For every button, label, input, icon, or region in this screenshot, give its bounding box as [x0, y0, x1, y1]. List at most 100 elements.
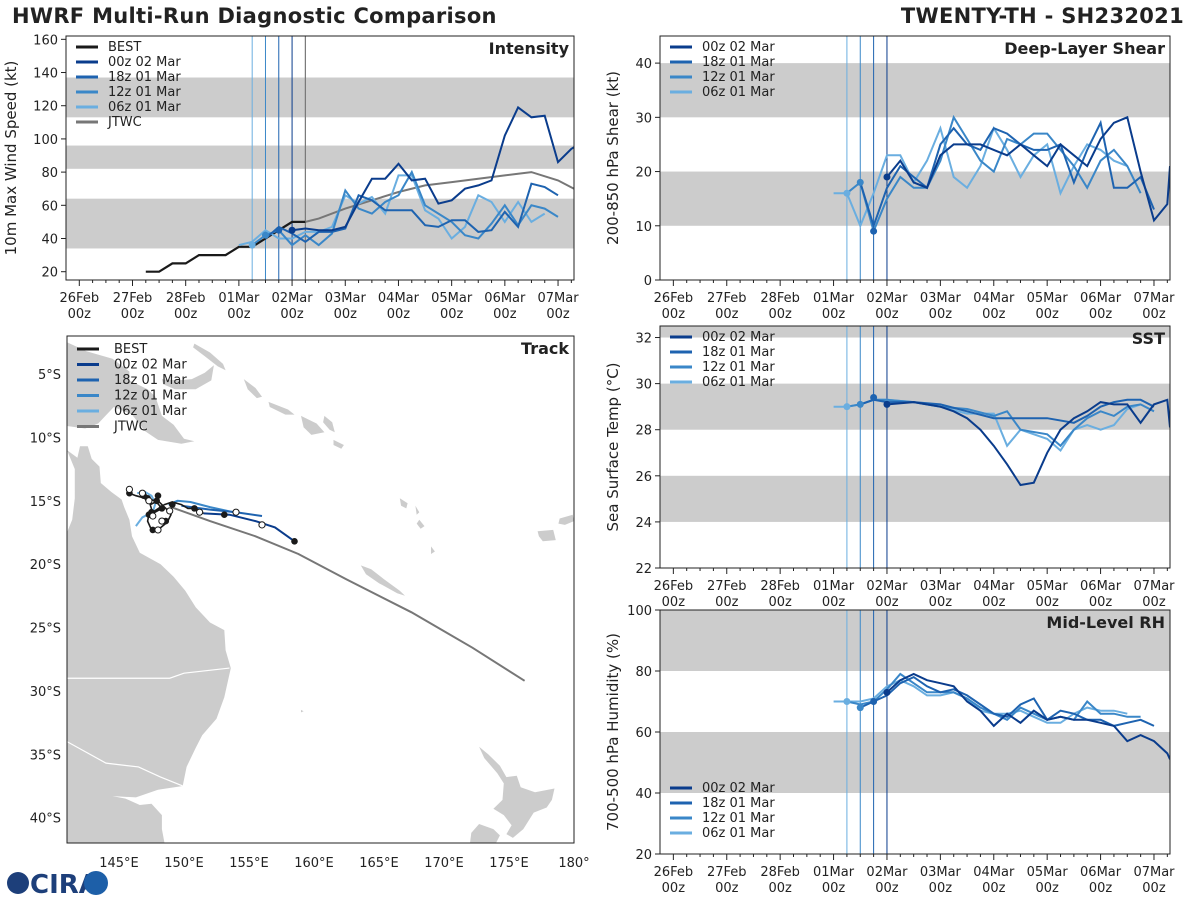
track-marker-filled: [169, 501, 176, 508]
track-marker-open: [258, 521, 266, 529]
y-tick-label: 80: [41, 166, 58, 181]
series-line-12z-01-mar: [846, 114, 1142, 235]
x-tick-label-hour: 00z: [1035, 595, 1059, 610]
panel-title: Deep-Layer Shear: [1004, 39, 1165, 58]
x-tick-label: 28Feb: [760, 579, 800, 594]
series-line-18z-01-mar: [859, 398, 1155, 424]
y-tick-label: 80: [635, 665, 652, 680]
track-marker-filled: [221, 511, 228, 519]
x-tick-label: 26Feb: [60, 291, 100, 306]
lat-tick-label: 10°S: [30, 431, 61, 446]
x-tick-label-hour: 00z: [768, 595, 792, 610]
y-tick-label: 32: [635, 332, 652, 347]
sst-chart: 22242628303226Feb00z27Feb00z28Feb00z01Ma…: [604, 325, 1175, 610]
x-tick-label-hour: 00z: [929, 595, 953, 610]
init-point: [856, 704, 864, 712]
legend-label: 12z 01 Mar: [702, 70, 775, 85]
shaded-band: [660, 475, 1170, 522]
panel-title: Intensity: [489, 39, 570, 58]
x-tick-label: 02Mar: [866, 291, 908, 306]
y-tick-label: 120: [33, 100, 58, 115]
x-tick-label-hour: 00z: [982, 595, 1006, 610]
panel-title: SST: [1132, 329, 1165, 348]
x-tick-label: 26Feb: [654, 291, 694, 306]
lon-tick-label: 150°E: [164, 856, 204, 871]
x-tick-label-hour: 00z: [822, 595, 846, 610]
new-ireland-land: [193, 343, 226, 371]
shaded-band: [660, 732, 1170, 793]
legend-label: BEST: [114, 342, 147, 357]
series-line-00z-02-mar: [886, 672, 1170, 760]
x-tick-label: 05Mar: [1027, 865, 1069, 880]
new-guinea-land: [67, 342, 195, 444]
legend-label: 18z 01 Mar: [702, 345, 775, 360]
x-tick-label-hour: 00z: [875, 881, 899, 896]
y-tick-label: 100: [627, 604, 652, 619]
y-tick-label: 40: [635, 787, 652, 802]
x-tick-label: 04Mar: [973, 291, 1015, 306]
series-line-12z-01-mar: [251, 169, 559, 247]
plot-frame: [659, 35, 1171, 281]
x-tick-label: 27Feb: [707, 579, 747, 594]
lon-tick-label: 165°E: [359, 856, 399, 871]
track-marker-open: [125, 485, 133, 493]
x-tick-label: 03Mar: [920, 865, 962, 880]
y-axis-label: 200-850 hPa Shear (kt): [604, 71, 622, 245]
x-tick-label: 01Mar: [218, 291, 260, 306]
x-tick-label-hour: 00z: [121, 307, 145, 322]
track-marker-open: [196, 508, 204, 516]
x-tick-label-hour: 00z: [1035, 881, 1059, 896]
lon-tick-label: 170°E: [424, 856, 464, 871]
x-tick-label: 07Mar: [538, 291, 580, 306]
y-tick-label: 28: [635, 424, 652, 439]
x-tick-label: 01Mar: [813, 291, 855, 306]
init-point: [870, 227, 878, 235]
lat-tick-label: 30°S: [30, 685, 61, 700]
bougainville-land: [243, 379, 262, 399]
y-axis-label: Sea Surface Temp (°C): [604, 362, 622, 531]
x-tick-label-hour: 00z: [875, 307, 899, 322]
shear-chart: 01020304026Feb00z27Feb00z28Feb00z01Mar00…: [604, 35, 1175, 322]
legend-label: 00z 02 Mar: [702, 40, 775, 55]
emblem-icon: [84, 871, 108, 895]
x-tick-label: 07Mar: [1133, 579, 1175, 594]
globe-icon: [7, 872, 29, 894]
init-point: [870, 698, 878, 705]
series-line-18z-01-mar: [859, 675, 1155, 727]
track-marker-filled: [153, 497, 160, 505]
lon-tick-label: 175°E: [489, 856, 529, 871]
init-point: [843, 403, 851, 411]
x-tick-label: 06Mar: [1080, 579, 1122, 594]
intensity-chart: 2040608010012014016026Feb00z27Feb00z28Fe…: [2, 34, 580, 322]
shaded-band: [660, 383, 1170, 430]
x-tick-label-hour: 00z: [875, 595, 899, 610]
x-tick-label-hour: 00z: [546, 307, 570, 322]
y-tick-label: 140: [33, 67, 58, 82]
x-tick-label-hour: 00z: [280, 307, 304, 322]
australia-land: [67, 446, 231, 843]
init-point: [883, 173, 891, 181]
legend-label: JTWC: [113, 420, 148, 435]
legend-label: 06z 01 Mar: [108, 100, 181, 115]
init-point: [261, 231, 269, 239]
y-tick-label: 60: [635, 726, 652, 741]
best-track-line: [129, 492, 204, 531]
track-marker-filled: [291, 538, 298, 545]
vanuatu-land: [415, 505, 420, 515]
plot-area: [660, 36, 1170, 280]
x-tick-label: 05Mar: [1027, 579, 1069, 594]
track-marker-filled: [191, 505, 198, 512]
x-tick-label-hour: 00z: [1089, 881, 1113, 896]
x-tick-label: 04Mar: [378, 291, 420, 306]
init-point: [870, 393, 878, 401]
y-axis-label: 10m Max Wind Speed (kt): [2, 61, 20, 256]
init-point: [843, 698, 851, 705]
x-tick-label: 28Feb: [166, 291, 206, 306]
cira-logo: CIRA: [7, 870, 108, 898]
y-tick-label: 40: [635, 57, 652, 72]
x-tick-label-hour: 00z: [982, 881, 1006, 896]
track-marker-open: [232, 508, 240, 516]
x-tick-label-hour: 00z: [822, 881, 846, 896]
series-line-18z-01-mar: [264, 182, 559, 244]
x-tick-label-hour: 00z: [822, 307, 846, 322]
